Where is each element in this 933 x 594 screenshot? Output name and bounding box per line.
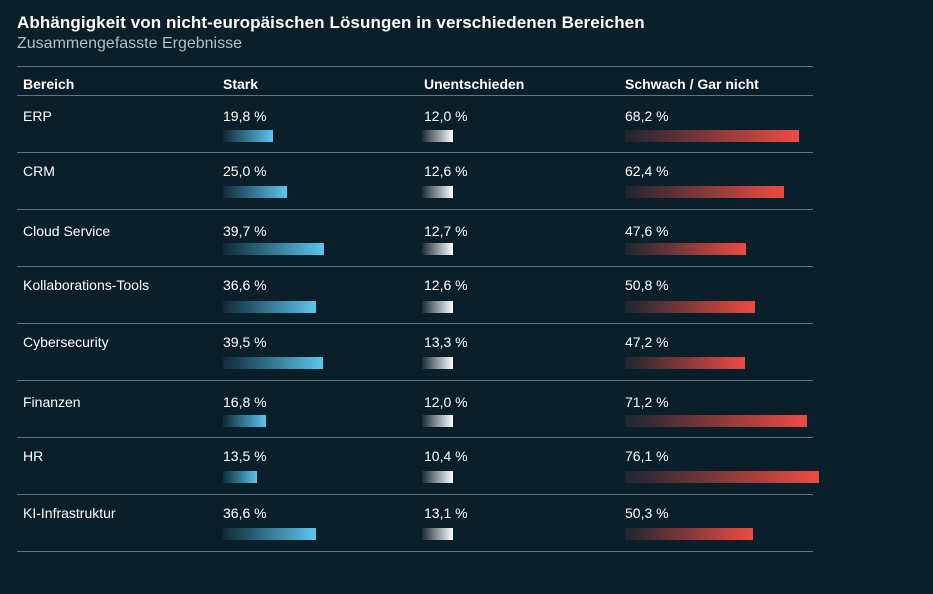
value-undecided: 10,4 % xyxy=(424,448,468,464)
value-undecided: 12,6 % xyxy=(424,277,468,293)
bar-undecided xyxy=(422,186,453,198)
value-weak: 71,2 % xyxy=(625,394,669,410)
value-undecided: 12,0 % xyxy=(424,108,468,124)
value-weak: 50,8 % xyxy=(625,277,669,293)
value-strong: 39,7 % xyxy=(223,223,267,239)
table-header: Bereich Stark Unentschieden Schwach / Ga… xyxy=(17,66,813,96)
bar-strong xyxy=(223,130,273,142)
bar-weak xyxy=(625,130,799,142)
value-strong: 13,5 % xyxy=(223,448,267,464)
value-weak: 47,2 % xyxy=(625,334,669,350)
value-undecided: 12,0 % xyxy=(424,394,468,410)
bar-weak xyxy=(625,415,807,427)
bar-undecided xyxy=(422,301,453,313)
row-label: CRM xyxy=(23,163,55,179)
value-weak: 47,6 % xyxy=(625,223,669,239)
value-undecided: 13,1 % xyxy=(424,505,468,521)
results-table: Bereich Stark Unentschieden Schwach / Ga… xyxy=(17,66,819,552)
value-strong: 16,8 % xyxy=(223,394,267,410)
value-strong: 36,6 % xyxy=(223,277,267,293)
chart-subtitle: Zusammengefasste Ergebnisse xyxy=(17,35,242,52)
value-weak: 68,2 % xyxy=(625,108,669,124)
bar-undecided xyxy=(422,357,453,369)
table-body: ERP 19,8 % 12,0 % 68,2 % CRM 25,0 % 12,6 % 62,4… xyxy=(17,96,819,552)
table-row: ERP 19,8 % 12,0 % 68,2 % xyxy=(17,96,813,153)
row-label: Cloud Service xyxy=(23,223,111,239)
value-strong: 36,6 % xyxy=(223,505,267,521)
bar-strong xyxy=(223,415,266,427)
value-undecided: 12,6 % xyxy=(424,163,468,179)
bar-strong xyxy=(223,186,287,198)
bar-undecided xyxy=(422,528,453,540)
row-label: HR xyxy=(23,448,44,464)
value-undecided: 12,7 % xyxy=(424,223,468,239)
bar-strong xyxy=(223,471,257,483)
value-weak: 62,4 % xyxy=(625,163,669,179)
value-weak: 50,3 % xyxy=(625,505,669,521)
bar-weak xyxy=(625,243,746,255)
value-undecided: 13,3 % xyxy=(424,334,468,350)
bar-strong xyxy=(223,528,316,540)
row-label: ERP xyxy=(23,108,52,124)
bar-strong xyxy=(223,243,324,255)
header-bereich: Bereich xyxy=(23,76,75,92)
bar-strong xyxy=(223,301,316,313)
bar-undecided xyxy=(422,243,453,255)
header-unentschieden: Unentschieden xyxy=(424,76,525,92)
table-row: Cybersecurity 39,5 % 13,3 % 47,2 % xyxy=(17,324,813,381)
row-label: Finanzen xyxy=(23,394,81,410)
table-row: Kollaborations-Tools 36,6 % 12,6 % 50,8 % xyxy=(17,267,813,324)
bar-undecided xyxy=(422,415,453,427)
header-stark: Stark xyxy=(223,76,259,92)
row-label: KI-Infrastruktur xyxy=(23,505,116,521)
value-strong: 19,8 % xyxy=(223,108,267,124)
bar-strong xyxy=(223,357,323,369)
bar-weak xyxy=(625,301,755,313)
table-row: CRM 25,0 % 12,6 % 62,4 % xyxy=(17,153,813,210)
table-row: Cloud Service 39,7 % 12,7 % 47,6 % xyxy=(17,210,813,267)
bar-weak xyxy=(625,528,753,540)
header-schwach: Schwach / Gar nicht xyxy=(625,76,759,92)
bar-undecided xyxy=(422,130,453,142)
table-row: Finanzen 16,8 % 12,0 % 71,2 % xyxy=(17,381,813,438)
row-label: Kollaborations-Tools xyxy=(23,277,150,293)
value-strong: 39,5 % xyxy=(223,334,267,350)
bar-weak xyxy=(625,471,819,483)
table-row: KI-Infrastruktur 36,6 % 13,1 % 50,3 % xyxy=(17,495,813,552)
chart-title: Abhängigkeit von nicht-europäischen Lösu… xyxy=(17,13,645,32)
value-strong: 25,0 % xyxy=(223,163,267,179)
table-row: HR 13,5 % 10,4 % 76,1 % xyxy=(17,438,819,495)
bar-weak xyxy=(625,357,745,369)
bar-weak xyxy=(625,186,784,198)
bar-undecided xyxy=(422,471,453,483)
value-weak: 76,1 % xyxy=(625,448,669,464)
row-label: Cybersecurity xyxy=(23,334,109,350)
